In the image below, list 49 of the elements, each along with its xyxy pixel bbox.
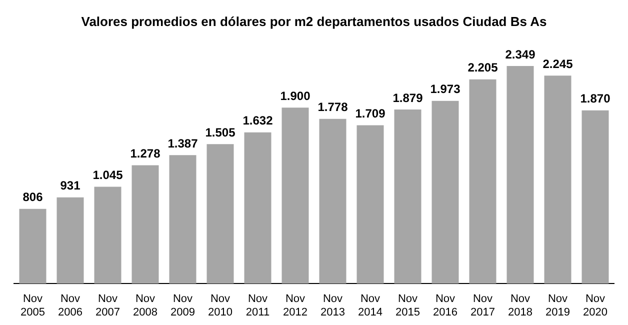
x-tick-label: Nov 2007	[96, 293, 120, 318]
bar	[206, 144, 234, 284]
bar	[582, 110, 609, 284]
data-label: 2.205	[468, 60, 498, 75]
x-tick-label: Nov 2018	[508, 293, 532, 318]
bar	[356, 125, 384, 284]
bar	[544, 76, 572, 284]
bar	[169, 155, 196, 284]
bar	[132, 165, 159, 284]
bar	[244, 132, 272, 284]
x-tick-label: Nov 2016	[433, 293, 458, 318]
x-tick-label: Nov 2012	[283, 293, 308, 318]
x-tick-label: Nov 2017	[470, 293, 495, 318]
data-label: 1.278	[130, 146, 161, 161]
data-label: 1.387	[168, 136, 198, 150]
data-label: 2.349	[505, 47, 536, 62]
data-label: 1.709	[355, 106, 386, 121]
x-tick-label: Nov 2019	[546, 293, 570, 318]
data-label: 2.245	[542, 56, 574, 71]
data-label: 931	[60, 178, 81, 193]
x-tick-label: Nov 2008	[133, 293, 158, 318]
data-label: 1.045	[92, 168, 124, 182]
x-tick-label: Nov 2013	[320, 293, 345, 318]
x-tick-label: Nov 2020	[583, 293, 608, 318]
x-tick-label: Nov 2006	[58, 293, 82, 318]
x-tick-label: Nov 2011	[246, 293, 270, 318]
data-label: 1.505	[205, 125, 236, 140]
x-tick-label: Nov 2009	[170, 293, 195, 318]
bar	[94, 186, 122, 284]
data-label: 806	[22, 190, 44, 204]
data-label: 1.778	[318, 100, 348, 114]
data-label: 1.879	[392, 90, 424, 105]
bar	[56, 197, 84, 284]
bar	[506, 66, 534, 284]
x-tick-label: Nov 2010	[208, 293, 232, 318]
data-label: 1.870	[580, 92, 611, 106]
bar	[394, 110, 422, 284]
bar	[282, 108, 309, 284]
data-label: 1.900	[280, 88, 311, 103]
data-label: 1.632	[242, 114, 274, 128]
x-tick-label: Nov 2014	[358, 293, 382, 318]
chart-title: Valores promedios en dólares por m2 departamentos usados Ciudad Bs As	[80, 14, 548, 29]
bar	[469, 79, 496, 284]
bar	[19, 208, 46, 284]
data-label: 1.973	[430, 82, 461, 96]
x-tick-label: Nov 2015	[396, 293, 420, 318]
x-tick-label: Nov 2005	[20, 293, 45, 318]
bar	[319, 118, 346, 284]
bar	[432, 100, 459, 284]
